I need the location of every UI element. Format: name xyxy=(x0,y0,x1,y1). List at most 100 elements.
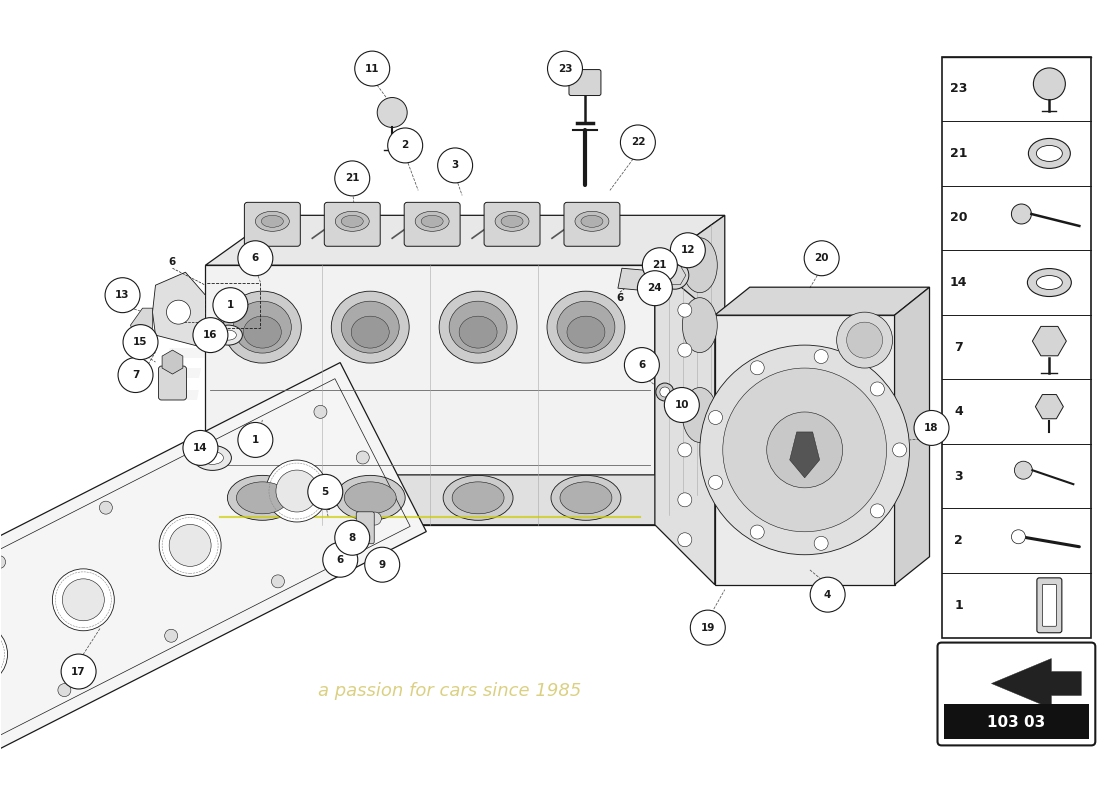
Text: 7: 7 xyxy=(954,341,962,354)
FancyBboxPatch shape xyxy=(564,202,620,246)
FancyBboxPatch shape xyxy=(158,366,187,400)
Text: 24: 24 xyxy=(648,283,662,293)
Polygon shape xyxy=(162,350,183,374)
Text: 11: 11 xyxy=(365,63,380,74)
Ellipse shape xyxy=(566,316,605,348)
Text: 8: 8 xyxy=(349,533,356,542)
Text: 10: 10 xyxy=(674,400,689,410)
Circle shape xyxy=(678,533,692,546)
Ellipse shape xyxy=(452,482,504,514)
Polygon shape xyxy=(131,308,153,340)
Ellipse shape xyxy=(1028,138,1070,169)
Ellipse shape xyxy=(336,475,405,520)
Circle shape xyxy=(266,460,328,522)
Text: 6: 6 xyxy=(252,254,258,263)
Circle shape xyxy=(814,536,828,550)
Circle shape xyxy=(670,233,705,268)
Text: 6: 6 xyxy=(337,554,344,565)
Text: 19: 19 xyxy=(701,622,715,633)
Polygon shape xyxy=(206,475,725,525)
Polygon shape xyxy=(715,315,894,585)
Ellipse shape xyxy=(1036,275,1063,290)
Text: 22: 22 xyxy=(630,138,645,147)
Ellipse shape xyxy=(449,301,507,353)
Circle shape xyxy=(0,555,6,569)
Circle shape xyxy=(165,630,178,642)
Polygon shape xyxy=(715,287,930,315)
Circle shape xyxy=(354,51,389,86)
Circle shape xyxy=(160,514,221,576)
Circle shape xyxy=(548,51,583,86)
Polygon shape xyxy=(206,215,725,266)
Circle shape xyxy=(750,361,764,374)
Circle shape xyxy=(661,262,689,289)
Circle shape xyxy=(625,347,659,382)
Ellipse shape xyxy=(344,482,396,514)
Polygon shape xyxy=(790,432,820,478)
Circle shape xyxy=(368,512,382,525)
Circle shape xyxy=(914,410,949,446)
Circle shape xyxy=(678,443,692,457)
Polygon shape xyxy=(894,287,930,585)
Circle shape xyxy=(811,577,845,612)
Text: 6: 6 xyxy=(638,360,646,370)
Circle shape xyxy=(847,322,882,358)
Circle shape xyxy=(620,125,656,160)
Text: 16: 16 xyxy=(204,330,218,340)
Text: 17: 17 xyxy=(72,666,86,677)
Polygon shape xyxy=(1033,326,1066,356)
Ellipse shape xyxy=(214,325,242,345)
Ellipse shape xyxy=(220,330,236,340)
Polygon shape xyxy=(618,268,668,292)
Circle shape xyxy=(169,525,211,566)
Ellipse shape xyxy=(439,291,517,363)
Ellipse shape xyxy=(660,387,670,397)
Text: 23: 23 xyxy=(949,82,967,95)
Ellipse shape xyxy=(228,475,297,520)
Text: 20: 20 xyxy=(814,254,829,263)
Ellipse shape xyxy=(233,301,292,353)
Polygon shape xyxy=(654,266,715,585)
Text: 18: 18 xyxy=(924,423,938,433)
Circle shape xyxy=(377,98,407,127)
Text: 3: 3 xyxy=(954,470,962,482)
FancyBboxPatch shape xyxy=(569,70,601,95)
Ellipse shape xyxy=(1027,269,1071,297)
Circle shape xyxy=(62,654,96,689)
Ellipse shape xyxy=(341,301,399,353)
Ellipse shape xyxy=(575,211,609,231)
Circle shape xyxy=(678,303,692,317)
Ellipse shape xyxy=(336,211,370,231)
Ellipse shape xyxy=(262,215,284,227)
FancyBboxPatch shape xyxy=(1043,584,1056,626)
Text: 103 03: 103 03 xyxy=(988,715,1045,730)
Circle shape xyxy=(678,493,692,507)
Circle shape xyxy=(183,430,218,466)
Ellipse shape xyxy=(551,475,620,520)
Ellipse shape xyxy=(502,215,522,227)
Text: EUROCARPARTS: EUROCARPARTS xyxy=(157,346,803,414)
Circle shape xyxy=(272,575,285,588)
Circle shape xyxy=(1014,462,1033,479)
Ellipse shape xyxy=(255,211,289,231)
Text: 14: 14 xyxy=(194,443,208,453)
Circle shape xyxy=(1011,530,1025,544)
Circle shape xyxy=(0,623,8,685)
Text: a passion for cars since 1985: a passion for cars since 1985 xyxy=(318,682,582,701)
Text: 9: 9 xyxy=(378,560,386,570)
Text: 20: 20 xyxy=(949,211,967,225)
FancyBboxPatch shape xyxy=(356,512,374,544)
Text: 6: 6 xyxy=(616,293,624,303)
Circle shape xyxy=(678,343,692,357)
Ellipse shape xyxy=(547,291,625,363)
Ellipse shape xyxy=(1036,146,1063,162)
Ellipse shape xyxy=(560,482,612,514)
Circle shape xyxy=(870,504,884,518)
Circle shape xyxy=(750,525,764,539)
Circle shape xyxy=(804,241,839,276)
Ellipse shape xyxy=(341,215,363,227)
Circle shape xyxy=(438,148,473,183)
Circle shape xyxy=(123,325,158,359)
Circle shape xyxy=(637,270,672,306)
Ellipse shape xyxy=(236,482,288,514)
